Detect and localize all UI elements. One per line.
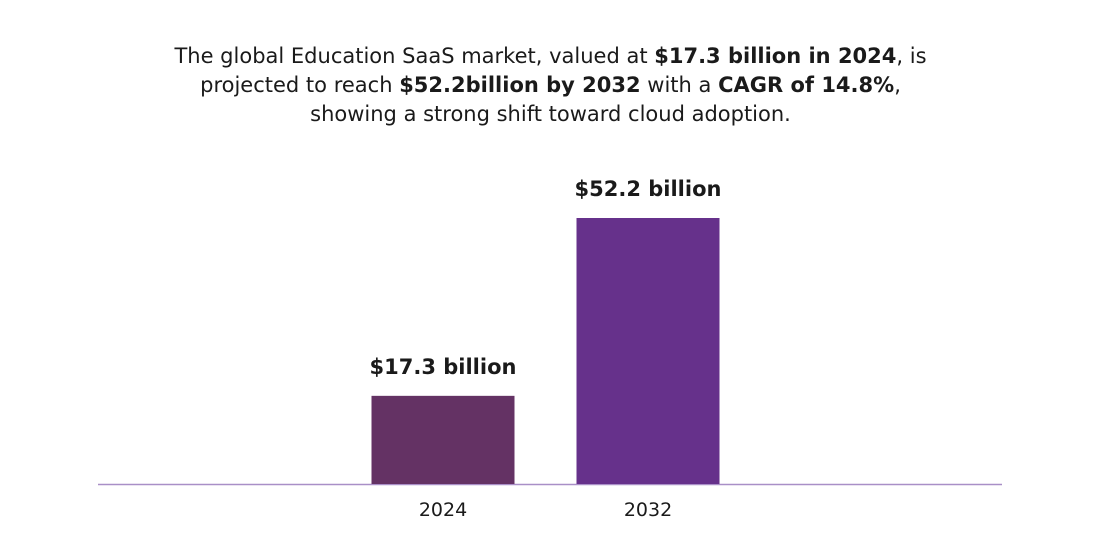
headline-text: showing a strong shift toward cloud adop… xyxy=(310,102,791,126)
headline-highlight: CAGR of 14.8% xyxy=(718,73,895,97)
bar-2024 xyxy=(371,395,515,484)
bar-2032 xyxy=(576,218,720,484)
headline-text: with a xyxy=(640,73,719,97)
bar-group: $17.3 billion 2024 $52.2 billion 2032 xyxy=(370,177,722,521)
headline-line-3: showing a strong shift toward cloud adop… xyxy=(0,100,1101,129)
data-label-2024: $17.3 billion xyxy=(370,355,517,379)
x-tick-label-2024: 2024 xyxy=(419,499,467,521)
headline-text: The global Education SaaS market, valued… xyxy=(174,44,655,68)
x-tick-label-2032: 2032 xyxy=(624,499,672,521)
data-label-2032: $52.2 billion xyxy=(575,177,722,201)
headline-text: , is xyxy=(896,44,927,68)
headline-line-2: projected to reach $52.2billion by 2032 … xyxy=(0,71,1101,100)
headline-line-1: The global Education SaaS market, valued… xyxy=(0,42,1101,71)
chart-headline: The global Education SaaS market, valued… xyxy=(0,42,1101,129)
headline-highlight: $52.2billion by 2032 xyxy=(399,73,641,97)
headline-text: , xyxy=(894,73,901,97)
headline-text: projected to reach xyxy=(200,73,400,97)
headline-highlight: $17.3 billion in 2024 xyxy=(654,44,897,68)
